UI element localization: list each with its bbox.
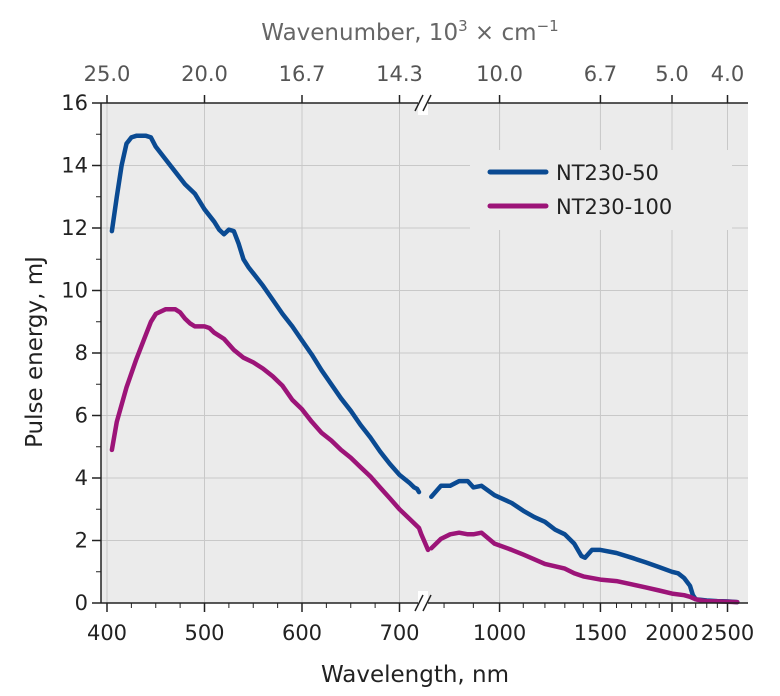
- y-axis-title: Pulse energy, mJ: [22, 256, 48, 448]
- y-tick-label: 12: [61, 216, 88, 240]
- x-tick-label: 400: [87, 621, 127, 645]
- axis-break-gap-bottom: [418, 591, 428, 615]
- y-tick-label: 8: [75, 341, 88, 365]
- x-tick-label: 1500: [574, 621, 627, 645]
- top-axis-title-unit: × cm: [468, 20, 537, 46]
- series-line-nt230-50-segment-1: [109, 133, 422, 495]
- top-axis-title-unit-exponent: −1: [537, 17, 559, 35]
- top-tick-label: 4.0: [711, 62, 744, 86]
- x-tick-label: 500: [184, 621, 224, 645]
- axis-break-gap-top: [418, 91, 428, 115]
- legend-label-nt230-50: NT230-50: [556, 161, 659, 185]
- top-axis-title: Wavenumber, 103 × cm−1: [261, 17, 558, 46]
- y-tick-label: 6: [75, 404, 88, 428]
- top-tick-label: 20.0: [181, 62, 228, 86]
- y-tick-label: 16: [61, 91, 88, 115]
- top-tick-label: 14.3: [376, 62, 423, 86]
- legend-box: [470, 150, 732, 230]
- top-tick-label: 16.7: [279, 62, 326, 86]
- legend-label-nt230-100: NT230-100: [556, 195, 672, 219]
- x-tick-label: 700: [379, 621, 419, 645]
- x-tick-label: 2000: [645, 621, 698, 645]
- axis-break-mark-bottom: [422, 594, 432, 612]
- top-tick-label: 5.0: [655, 62, 688, 86]
- x-tick-label: 2500: [701, 621, 754, 645]
- x-tick-label: 600: [282, 621, 322, 645]
- top-tick-label: 6.7: [584, 62, 617, 86]
- top-axis-title-exponent: 3: [458, 17, 468, 35]
- series-line-nt230-100-segment-1: [109, 307, 431, 553]
- top-tick-label: 25.0: [84, 62, 131, 86]
- series-line-nt230-100-segment-2: [429, 530, 740, 605]
- axis-break-mark-bottom: [414, 594, 424, 612]
- top-axis-title-prefix: Wavenumber, 10: [261, 20, 458, 46]
- y-tick-label: 10: [61, 279, 88, 303]
- axis-break-mark-top: [414, 94, 424, 112]
- tick-marks: [92, 95, 729, 612]
- x-tick-label: 1000: [473, 621, 526, 645]
- y-tick-label: 14: [61, 154, 88, 178]
- y-tick-label: 4: [75, 466, 88, 490]
- y-tick-label: 0: [75, 591, 88, 615]
- axis-break-mark-top: [422, 94, 432, 112]
- legend: NT230-50 NT230-100: [470, 150, 732, 230]
- series-layer: [109, 133, 740, 605]
- top-tick-label: 10.0: [476, 62, 523, 86]
- x-axis-title: Wavelength, nm: [321, 662, 509, 688]
- y-tick-label: 2: [75, 529, 88, 553]
